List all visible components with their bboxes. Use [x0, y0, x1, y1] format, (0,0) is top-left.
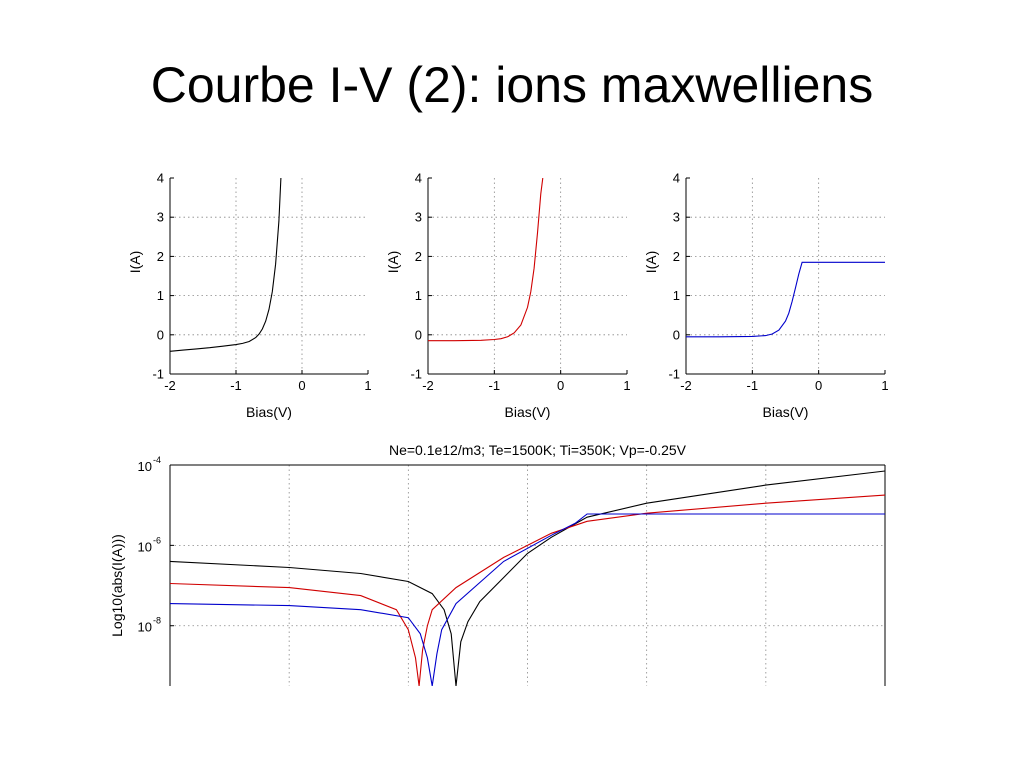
y-tick-label: -1 — [410, 367, 422, 382]
x-tick-label: 1 — [364, 378, 371, 393]
y-tick-label: 1 — [415, 288, 422, 303]
y-tick-label: 1 — [157, 288, 164, 303]
y-axis-label: Log10(abs(I(A))) — [109, 534, 125, 637]
y-tick-power: -6 — [153, 535, 161, 545]
y-tick-label: 3 — [415, 210, 422, 225]
y-tick-base: 10 — [138, 459, 152, 474]
y-tick-label: 2 — [673, 249, 680, 264]
y-tick-label: 4 — [157, 171, 164, 186]
series-group — [428, 178, 544, 342]
x-tick-label: 0 — [557, 378, 564, 393]
y-tick-label: 0 — [673, 327, 680, 342]
y-tick-label: 0 — [415, 327, 422, 342]
y-tick-power: -4 — [153, 455, 161, 465]
x-tick-label: 1 — [623, 378, 630, 393]
series-line — [686, 261, 885, 338]
y-tick-power: -8 — [153, 616, 161, 626]
chart-title: Ne=0.1e12/m3; Te=1500K; Ti=350K; Vp=-0.2… — [389, 442, 687, 458]
x-tick-label: 0 — [815, 378, 822, 393]
x-tick-label: -2 — [680, 378, 692, 393]
x-tick-label: -2 — [422, 378, 434, 393]
y-tick-label: 4 — [415, 171, 422, 186]
y-axis-label: I(A) — [643, 251, 659, 274]
y-tick-label: 1 — [673, 288, 680, 303]
series-group — [686, 261, 885, 338]
series-line — [170, 513, 885, 686]
log-current-plot: 10-410-610 -8Ne=0.1e12/m3; Te=1500K; Ti=3… — [109, 442, 886, 686]
y-tick-label: 4 — [673, 171, 680, 186]
y-tick-label: 2 — [157, 249, 164, 264]
series-line — [428, 178, 544, 342]
y-tick-label: -1 — [668, 367, 680, 382]
x-tick-label: -1 — [747, 378, 759, 393]
y-axis-label: I(A) — [385, 251, 401, 274]
x-axis-label: Bias(V) — [763, 404, 809, 420]
y-tick-label: 2 — [415, 249, 422, 264]
slide-title: Courbe I-V (2): ions maxwelliens — [150, 57, 874, 113]
x-tick-label: 0 — [298, 378, 305, 393]
series-line — [170, 178, 282, 352]
x-axis-label: Bias(V) — [246, 404, 292, 420]
series-group — [170, 470, 885, 686]
y-tick-base: 10 — [138, 539, 152, 554]
x-axis-label: Bias(V) — [505, 404, 551, 420]
y-axis-label: I(A) — [127, 251, 143, 274]
y-tick-base: 10 — [138, 620, 152, 635]
series-line — [170, 494, 885, 686]
x-tick-label: -2 — [164, 378, 176, 393]
y-tick-label: 3 — [673, 210, 680, 225]
x-tick-label: 1 — [881, 378, 888, 393]
series-group — [170, 178, 282, 352]
y-tick-label: 0 — [157, 327, 164, 342]
y-tick-label: 3 — [157, 210, 164, 225]
y-tick-label: -1 — [152, 367, 164, 382]
x-tick-label: -1 — [489, 378, 501, 393]
series-line — [170, 470, 885, 686]
x-tick-label: -1 — [230, 378, 242, 393]
